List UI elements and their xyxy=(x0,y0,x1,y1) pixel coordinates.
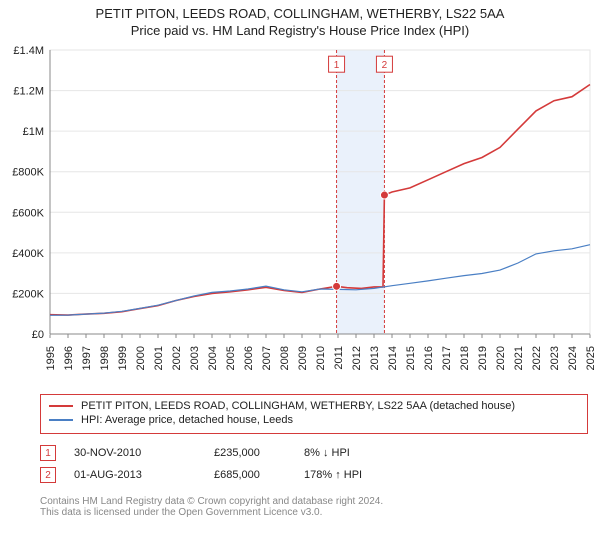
x-tick-label: 2016 xyxy=(423,346,435,370)
x-tick-label: 2023 xyxy=(549,346,561,370)
legend-swatch xyxy=(49,405,73,407)
x-tick-label: 2011 xyxy=(333,346,345,370)
title-line-2: Price paid vs. HM Land Registry's House … xyxy=(0,23,600,38)
y-tick-label: £400K xyxy=(12,248,44,260)
footer-line-2: This data is licensed under the Open Gov… xyxy=(40,507,588,518)
sale-index-box: 1 xyxy=(40,445,56,461)
y-tick-label: £800K xyxy=(12,167,44,179)
sales-table: 1 30-NOV-2010£235,0008% ↓ HPI 2 01-AUG-2013… xyxy=(40,442,588,486)
x-tick-label: 2014 xyxy=(387,346,399,370)
x-tick-label: 1999 xyxy=(117,346,129,370)
legend-swatch xyxy=(49,419,73,421)
x-tick-label: 2017 xyxy=(441,346,453,370)
y-tick-label: £1M xyxy=(23,126,44,138)
price-chart: £0 £200K £400K £600K £800K £1M £1.2M £1.4M 1995 1… xyxy=(0,44,560,384)
x-tick-label: 2021 xyxy=(513,346,525,370)
chart-titles: PETIT PITON, LEEDS ROAD, COLLINGHAM, WET… xyxy=(0,0,600,40)
y-tick-label: £0 xyxy=(32,329,44,341)
legend-box: PETIT PITON, LEEDS ROAD, COLLINGHAM, WET… xyxy=(40,394,588,434)
x-tick-label: 1998 xyxy=(99,346,111,370)
sale-row: 1 30-NOV-2010£235,0008% ↓ HPI xyxy=(40,442,588,464)
x-tick-label: 2005 xyxy=(225,346,237,370)
x-tick-label: 2018 xyxy=(459,346,471,370)
x-tick-label: 2024 xyxy=(567,346,579,370)
y-tick-label: £1.4M xyxy=(13,45,44,57)
x-tick-label: 2000 xyxy=(135,346,147,370)
sale-point xyxy=(333,282,341,290)
x-tick-label: 2004 xyxy=(207,346,219,370)
x-tick-label: 2002 xyxy=(171,346,183,370)
sale-vs-hpi: 178% ↑ HPI xyxy=(304,469,362,481)
sale-vs-hpi: 8% ↓ HPI xyxy=(304,447,350,459)
x-tick-label: 2015 xyxy=(405,346,417,370)
sale-row: 2 01-AUG-2013£685,000178% ↑ HPI xyxy=(40,464,588,486)
y-tick-label: £600K xyxy=(12,207,44,219)
title-line-1: PETIT PITON, LEEDS ROAD, COLLINGHAM, WET… xyxy=(0,6,600,21)
x-tick-label: 2009 xyxy=(297,346,309,370)
sale-price: £235,000 xyxy=(214,447,304,459)
sale-price: £685,000 xyxy=(214,469,304,481)
x-tick-label: 2025 xyxy=(585,346,597,370)
x-tick-label: 2013 xyxy=(369,346,381,370)
x-tick-label: 1995 xyxy=(45,346,57,370)
y-tick-label: £1.2M xyxy=(13,86,44,98)
x-tick-label: 2019 xyxy=(477,346,489,370)
x-tick-label: 2010 xyxy=(315,346,327,370)
sale-marker-label: 2 xyxy=(382,60,388,71)
x-tick-label: 2020 xyxy=(495,346,507,370)
sale-index-box: 2 xyxy=(40,467,56,483)
x-tick-label: 2008 xyxy=(279,346,291,370)
sale-marker-label: 1 xyxy=(334,60,340,71)
x-tick-label: 1997 xyxy=(81,346,93,370)
legend-label: HPI: Average price, detached house, Leed… xyxy=(81,414,293,426)
x-tick-label: 2007 xyxy=(261,346,273,370)
y-tick-label: £200K xyxy=(12,288,44,300)
x-tick-label: 2001 xyxy=(153,346,165,370)
x-tick-label: 2003 xyxy=(189,346,201,370)
sale-point xyxy=(380,191,388,199)
x-tick-label: 2012 xyxy=(351,346,363,370)
legend-row: HPI: Average price, detached house, Leed… xyxy=(49,413,579,427)
legend-label: PETIT PITON, LEEDS ROAD, COLLINGHAM, WET… xyxy=(81,400,515,412)
sale-date: 01-AUG-2013 xyxy=(74,469,214,481)
sale-date: 30-NOV-2010 xyxy=(74,447,214,459)
chart-svg: £0 £200K £400K £600K £800K £1M £1.2M £1.4M 1995 1… xyxy=(0,44,600,384)
legend-row: PETIT PITON, LEEDS ROAD, COLLINGHAM, WET… xyxy=(49,399,579,413)
footer-text: Contains HM Land Registry data © Crown c… xyxy=(40,496,588,518)
x-tick-label: 2022 xyxy=(531,346,543,370)
x-tick-label: 2006 xyxy=(243,346,255,370)
x-tick-label: 1996 xyxy=(63,346,75,370)
footer-line-1: Contains HM Land Registry data © Crown c… xyxy=(40,496,588,507)
